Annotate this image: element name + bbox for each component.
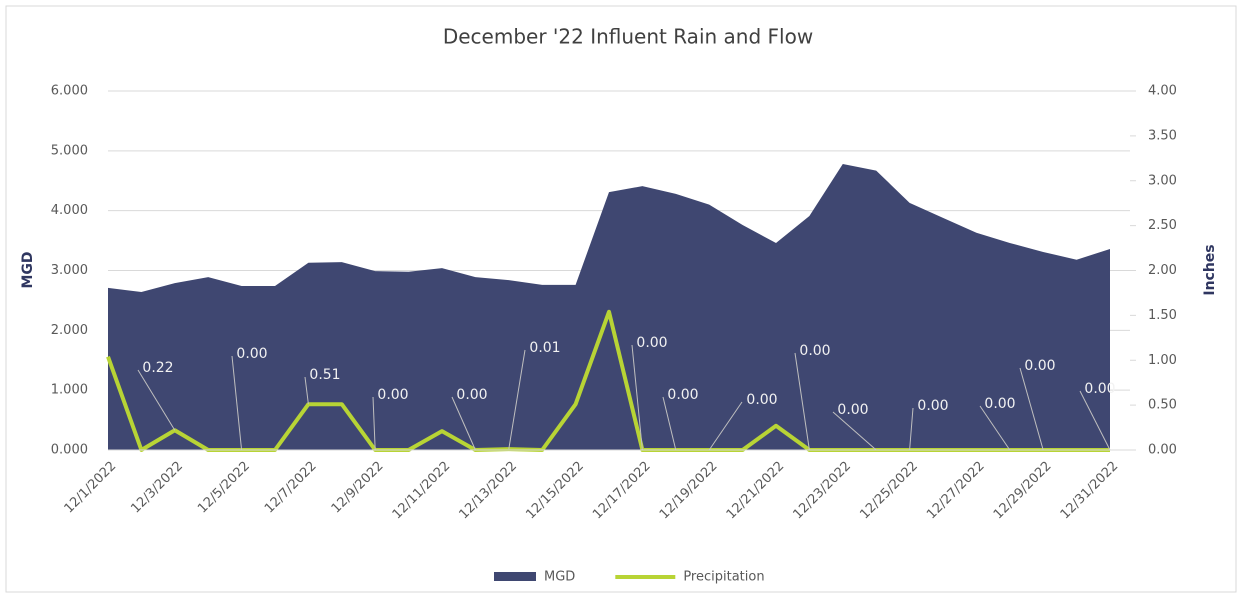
y2-tick-label: 0.00 bbox=[1148, 443, 1177, 458]
leader-line bbox=[1019, 367, 1044, 451]
data-label: 0.00 bbox=[377, 387, 408, 403]
leader-line bbox=[137, 369, 176, 431]
y-axis-title: MGD bbox=[20, 251, 36, 288]
data-label: 0.00 bbox=[636, 335, 667, 351]
y2-tick-label: 2.50 bbox=[1148, 218, 1177, 233]
data-label: 0.00 bbox=[456, 387, 487, 403]
data-label: 0.22 bbox=[142, 360, 173, 376]
y2-tick-label: 0.50 bbox=[1148, 398, 1177, 413]
y2-axis-title: Inches bbox=[1202, 244, 1218, 295]
leader-line bbox=[708, 401, 743, 451]
y-tick-label: 6.000 bbox=[51, 84, 88, 99]
data-label: 0.00 bbox=[984, 396, 1015, 412]
y2-tick-label: 3.00 bbox=[1148, 173, 1177, 188]
leader-line bbox=[304, 376, 309, 405]
chart-title: December '22 Influent Rain and Flow bbox=[443, 25, 813, 49]
y2-tick-label: 1.50 bbox=[1148, 308, 1177, 323]
y-tick-label: 4.000 bbox=[51, 203, 88, 218]
data-label: 0.00 bbox=[746, 392, 777, 408]
data-label: 0.00 bbox=[1084, 381, 1115, 397]
leader-line bbox=[909, 407, 914, 451]
y2-tick-label: 3.50 bbox=[1148, 128, 1177, 143]
data-label: 0.51 bbox=[309, 367, 340, 383]
y2-tick-label: 1.00 bbox=[1148, 353, 1177, 368]
data-label: 0.00 bbox=[799, 343, 830, 359]
leader-line bbox=[662, 396, 677, 451]
leader-line bbox=[508, 349, 526, 450]
legend-swatch bbox=[494, 572, 536, 581]
legend-label: Precipitation bbox=[683, 570, 764, 585]
data-label: 0.00 bbox=[667, 387, 698, 403]
data-label: 0.00 bbox=[917, 398, 948, 414]
leader-line bbox=[1079, 390, 1111, 451]
leader-line bbox=[979, 405, 1011, 451]
leader-line bbox=[832, 411, 877, 451]
legend-label: MGD bbox=[544, 570, 575, 585]
data-label: 0.00 bbox=[837, 402, 868, 418]
leader-line bbox=[794, 352, 810, 451]
data-label: 0.00 bbox=[236, 346, 267, 362]
y-tick-label: 2.000 bbox=[51, 323, 88, 338]
leader-line bbox=[451, 396, 476, 451]
leader-line bbox=[231, 355, 243, 451]
data-label: 0.01 bbox=[529, 340, 560, 356]
y-tick-label: 3.000 bbox=[51, 263, 88, 278]
area bbox=[108, 163, 1110, 450]
data-label: 0.00 bbox=[1024, 358, 1055, 374]
y-tick-label: 5.000 bbox=[51, 143, 88, 158]
y2-tick-label: 2.00 bbox=[1148, 263, 1177, 278]
y-tick-label: 0.000 bbox=[51, 443, 88, 458]
y2-tick-label: 4.00 bbox=[1148, 84, 1177, 99]
leader-line bbox=[631, 344, 643, 451]
leader-line bbox=[372, 396, 376, 451]
y-tick-label: 1.000 bbox=[51, 383, 88, 398]
